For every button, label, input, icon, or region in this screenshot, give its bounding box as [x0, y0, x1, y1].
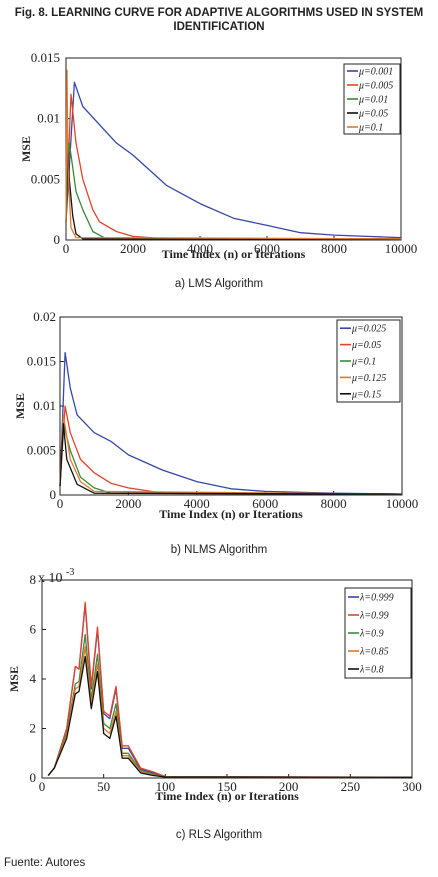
y-scale-multiplier: x 10 [38, 571, 63, 586]
y-tick-label: 0.02 [33, 309, 56, 324]
y-tick-label: 0.01 [33, 398, 56, 413]
y-tick-label: 6 [30, 622, 37, 637]
x-tick-label: 150 [217, 779, 237, 794]
legend-label: μ=0.1 [351, 357, 376, 368]
legend-label: μ=0.001 [358, 67, 393, 78]
x-tick-label: 0 [57, 496, 64, 511]
x-tick-label: 0 [39, 779, 46, 794]
legend-label: μ=0.05 [358, 109, 388, 120]
x-tick-label: 6000 [252, 496, 278, 511]
series-line-5 [59, 423, 403, 495]
rls-chart: 0 50 100 150 200 250 300 0 2 4 6 8 Time Index (n) or… [7, 567, 422, 803]
x-tick-label: 4000 [184, 496, 210, 511]
y-tick-label: 0.015 [31, 50, 60, 65]
y-tick-label: 0 [54, 232, 61, 247]
legend-label: μ=0.15 [351, 389, 381, 400]
x-tick-label: 6000 [254, 241, 280, 256]
legend-label: μ=0.1 [358, 123, 383, 134]
legend-label: λ=0.999 [359, 593, 394, 604]
x-axis-label: Time Index (n) or Iterations [162, 247, 306, 261]
legend-box [336, 319, 401, 403]
figure-title: Fig. 8. LEARNING CURVE FOR ADAPTIVE ALGO… [14, 7, 424, 33]
x-tick-label: 2000 [115, 496, 141, 511]
y-tick-label: 2 [30, 721, 37, 736]
legend-label: μ=0.025 [351, 324, 386, 335]
x-tick-label: 10000 [386, 496, 419, 511]
nlms-caption: b) NLMS Algorithm [170, 544, 268, 556]
y-tick-label: 0.01 [37, 111, 60, 126]
series-line-1 [59, 351, 403, 495]
y-tick-label: 0 [30, 770, 37, 785]
x-tick-label: 100 [156, 779, 176, 794]
y-tick-label: 0 [50, 487, 57, 502]
series-line-2 [47, 601, 413, 778]
source-note: Fuente: Autores [4, 857, 86, 869]
lms-caption: a) LMS Algorithm [174, 278, 264, 290]
x-tick-label: 50 [97, 779, 110, 794]
x-tick-label: 10000 [385, 241, 418, 256]
x-tick-label: 200 [279, 779, 299, 794]
y-tick-label: 0.005 [27, 443, 56, 458]
legend-label: μ=0.005 [358, 81, 393, 92]
lms-chart: 0 2000 4000 6000 8000 10000 0 0.005 0.01 0.015 Tim… [19, 50, 418, 261]
y-axis-label: MSE [13, 393, 27, 419]
series-line-1 [65, 81, 402, 239]
x-tick-label: 300 [402, 779, 422, 794]
nlms-chart: 0 2000 4000 6000 8000 10000 0 0.005 0.01 0.015 0.0… [13, 309, 419, 521]
y-axis-label: MSE [7, 666, 21, 692]
x-tick-label: 4000 [187, 241, 213, 256]
legend-label: μ=0.05 [351, 340, 381, 351]
legend-label: λ=0.85 [359, 647, 389, 658]
legend-label: λ=0.99 [359, 611, 389, 622]
series-line-5 [47, 656, 413, 778]
y-tick-label: 8 [30, 572, 37, 587]
legend-label: μ=0.125 [351, 373, 386, 384]
legend-label: μ=0.01 [358, 95, 388, 106]
x-tick-label: 8000 [321, 241, 347, 256]
x-tick-label: 2000 [120, 241, 146, 256]
y-scale-exponent: -3 [66, 567, 74, 578]
x-axis-label: Time Index (n) or Iterations [159, 507, 303, 521]
x-tick-label: 8000 [321, 496, 347, 511]
y-tick-label: 0.005 [31, 171, 60, 186]
y-axis-label: MSE [19, 136, 33, 162]
rls-caption: c) RLS Algorithm [175, 829, 263, 841]
legend-label: λ=0.9 [359, 629, 384, 640]
x-axis-label: Time Index (n) or Iterations [155, 789, 299, 803]
legend-label: λ=0.8 [359, 665, 384, 676]
y-tick-label: 0.015 [27, 354, 56, 369]
x-tick-label: 250 [341, 779, 361, 794]
x-tick-label: 0 [63, 241, 70, 256]
y-tick-label: 4 [30, 671, 37, 686]
series-line-5 [65, 69, 402, 240]
